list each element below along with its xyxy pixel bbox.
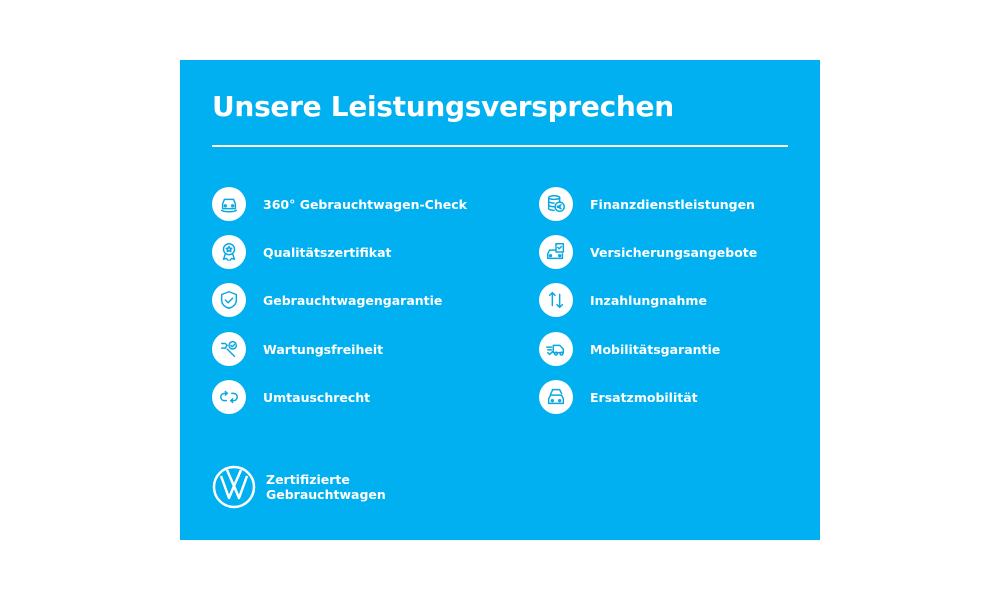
list-item: Mobilitätsgarantie — [539, 332, 720, 366]
item-label: Umtauschrecht — [263, 389, 371, 405]
award-icon — [212, 235, 246, 269]
list-item: Qualitätszertifikat — [212, 235, 392, 269]
item-label: Mobilitätsgarantie — [590, 341, 721, 357]
cars-icon — [539, 380, 573, 414]
item-label: 360° Gebrauchtwagen-Check — [263, 196, 467, 212]
list-item: Inzahlungnahme — [539, 283, 707, 317]
item-label: Wartungsfreiheit — [263, 341, 384, 357]
list-item: Finanzdienstleistungen — [539, 187, 755, 221]
item-label: Gebrauchtwagengarantie — [263, 292, 443, 308]
wrench-check-icon — [212, 332, 246, 366]
services-panel: Unsere Leistungsversprechen 360° Gebrauc… — [180, 60, 820, 540]
item-label: Qualitätszertifikat — [263, 244, 392, 260]
page-title: Unsere Leistungsversprechen — [212, 90, 674, 123]
list-item: Umtauschrecht — [212, 380, 370, 414]
logo-text-line1: Zertifizierte — [266, 472, 350, 487]
item-label: Ersatzmobilität — [590, 389, 698, 405]
list-item: Wartungsfreiheit — [212, 332, 383, 366]
exchange-icon — [212, 380, 246, 414]
car-check-icon — [212, 187, 246, 221]
item-label: Finanzdienstleistungen — [590, 196, 755, 212]
logo-text-line2: Gebrauchtwagen — [266, 487, 386, 502]
brand-logo: Zertifizierte Gebrauchtwagen — [212, 465, 386, 509]
divider — [212, 145, 788, 147]
towing-van-icon — [539, 332, 573, 366]
list-item: Versicherungsangebote — [539, 235, 757, 269]
car-document-icon — [539, 235, 573, 269]
item-label: Inzahlungnahme — [590, 292, 707, 308]
list-item: Ersatzmobilität — [539, 380, 698, 414]
list-item: Gebrauchtwagengarantie — [212, 283, 442, 317]
list-item: 360° Gebrauchtwagen-Check — [212, 187, 467, 221]
item-label: Versicherungsangebote — [590, 244, 758, 260]
coins-euro-icon — [539, 187, 573, 221]
arrows-up-down-icon — [539, 283, 573, 317]
vw-logo-icon — [212, 465, 256, 509]
shield-check-icon — [212, 283, 246, 317]
